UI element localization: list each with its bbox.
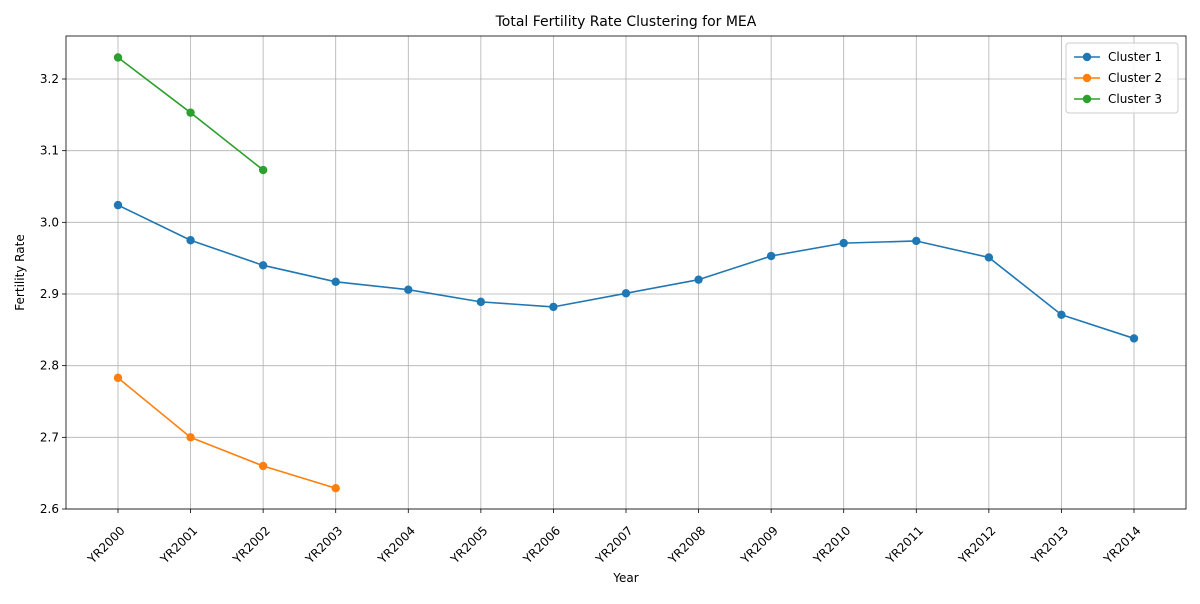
legend-item: Cluster 1: [1074, 50, 1162, 64]
y-axis-label: Fertility Rate: [13, 234, 27, 310]
data-point: [113, 373, 123, 383]
x-axis-label: Year: [612, 571, 638, 585]
y-tick-label: 2.6: [40, 502, 59, 516]
y-tick-label: 3.0: [40, 215, 59, 229]
plot-frame: [65, 35, 1187, 510]
data-point: [186, 433, 195, 442]
legend-label: Cluster 1: [1108, 50, 1162, 64]
series-line: [117, 377, 336, 489]
legend-swatch-marker: [1082, 52, 1092, 62]
legend: Cluster 1 Cluster 2 Cluster 3: [1065, 42, 1179, 114]
series-2: [113, 373, 340, 493]
data-point: [186, 236, 195, 245]
data-point: [186, 108, 195, 117]
y-tick-label: 3.2: [40, 72, 59, 86]
data-point: [113, 200, 123, 210]
data-point: [549, 302, 558, 312]
grid: [66, 36, 1186, 510]
y-tick-label: 3.1: [40, 144, 59, 158]
data-point: [766, 251, 776, 261]
data-point: [113, 53, 123, 62]
legend-label: Cluster 2: [1108, 71, 1162, 85]
series-1: [113, 200, 1139, 343]
data-point: [694, 275, 703, 284]
data-point: [331, 484, 340, 493]
data-point: [984, 253, 994, 262]
data-point: [621, 289, 631, 298]
series-3: [113, 53, 268, 175]
data-point: [1057, 310, 1066, 319]
data-point: [258, 461, 268, 471]
legend-swatch-marker: [1082, 94, 1092, 104]
y-tick-label: 2.8: [40, 359, 59, 373]
data-point: [1129, 334, 1139, 343]
y-tick-label: 2.7: [40, 430, 59, 444]
data-point: [331, 277, 340, 287]
legend-item: Cluster 3: [1074, 92, 1162, 106]
y-tick-label: 2.9: [40, 287, 59, 301]
legend-item: Cluster 2: [1074, 71, 1162, 85]
data-point: [258, 165, 268, 175]
legend-label: Cluster 3: [1108, 92, 1162, 106]
series-group: [113, 53, 1139, 493]
data-point: [912, 236, 921, 246]
data-point: [404, 285, 413, 294]
legend-box: [1065, 42, 1179, 114]
data-point: [258, 261, 268, 270]
chart-title: Total Fertility Rate Clustering for MEA: [495, 14, 757, 30]
legend-swatch-marker: [1082, 73, 1092, 83]
data-point: [839, 238, 848, 248]
data-point: [476, 297, 486, 307]
